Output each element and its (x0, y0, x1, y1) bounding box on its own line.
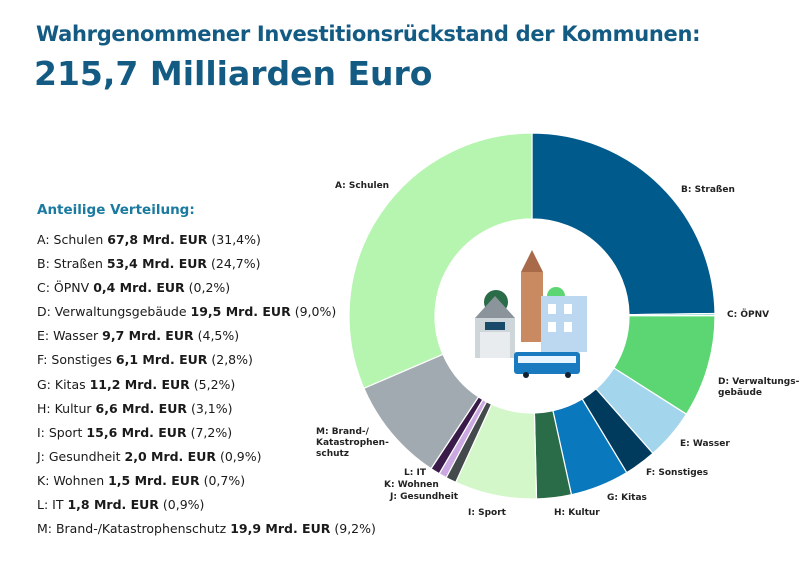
slice-label-e: E: Wasser (680, 439, 730, 449)
slice-label-a: A: Schulen (335, 181, 390, 191)
slice-label-c: C: ÖPNV (727, 310, 770, 320)
slice-b (531, 132, 716, 316)
slice-label-j: J: Gesundheit (390, 492, 459, 502)
legend-item-i: I: Sport 15,6 Mrd. EUR (7,2%) (37, 424, 233, 440)
legend-item-h: H: Kultur 6,6 Mrd. EUR (3,1%) (37, 400, 233, 416)
slice-label-i: I: Sport (468, 508, 506, 518)
legend-item-m: M: Brand-/Katastrophenschutz 19,9 Mrd. E… (37, 521, 376, 537)
slice-label-f: F: Sonstiges (646, 468, 709, 478)
legend-item-g: G: Kitas 11,2 Mrd. EUR (5,2%) (37, 376, 236, 392)
slice-label-k: K: Wohnen (384, 480, 439, 490)
legend-item-j: J: Gesundheit 2,0 Mrd. EUR (0,9%) (37, 448, 262, 464)
slice-label-d: D: Verwaltungs-gebäude (718, 377, 800, 398)
slice-a (348, 132, 533, 390)
legend-item-k: K: Wohnen 1,5 Mrd. EUR (0,7%) (37, 472, 246, 488)
legend-item-c: C: ÖPNV 0,4 Mrd. EUR (0,2%) (37, 280, 231, 296)
total-amount: 215,7 Milliarden Euro (34, 54, 433, 93)
slice-label-b: B: Straßen (681, 185, 735, 195)
slice-label-h: H: Kultur (554, 508, 600, 518)
slice-label-g: G: Kitas (607, 493, 647, 503)
legend-item-f: F: Sonstiges 6,1 Mrd. EUR (2,8%) (37, 352, 253, 368)
legend-item-a: A: Schulen 67,8 Mrd. EUR (31,4%) (37, 232, 261, 247)
slice-label-l: L: IT (404, 468, 426, 478)
legend-item-b: B: Straßen 53,4 Mrd. EUR (24,7%) (37, 256, 261, 272)
legend-heading: Anteilige Verteilung: (37, 202, 195, 218)
legend-item-l: L: IT 1,8 Mrd. EUR (0,9%) (37, 497, 205, 513)
legend-item-d: D: Verwaltungsgebäude 19,5 Mrd. EUR (9,0… (37, 304, 337, 320)
legend-list: A: Schulen 67,8 Mrd. EUR (31,4%) B: Straß… (37, 228, 376, 541)
legend-item-e: E: Wasser 9,7 Mrd. EUR (4,5%) (37, 328, 240, 344)
town-icon (475, 250, 587, 378)
page-title: Wahrgenommener Investitionsrückstand der… (36, 22, 701, 46)
slice-label-m: M: Brand-/Katastrophen-schutz (316, 427, 389, 459)
